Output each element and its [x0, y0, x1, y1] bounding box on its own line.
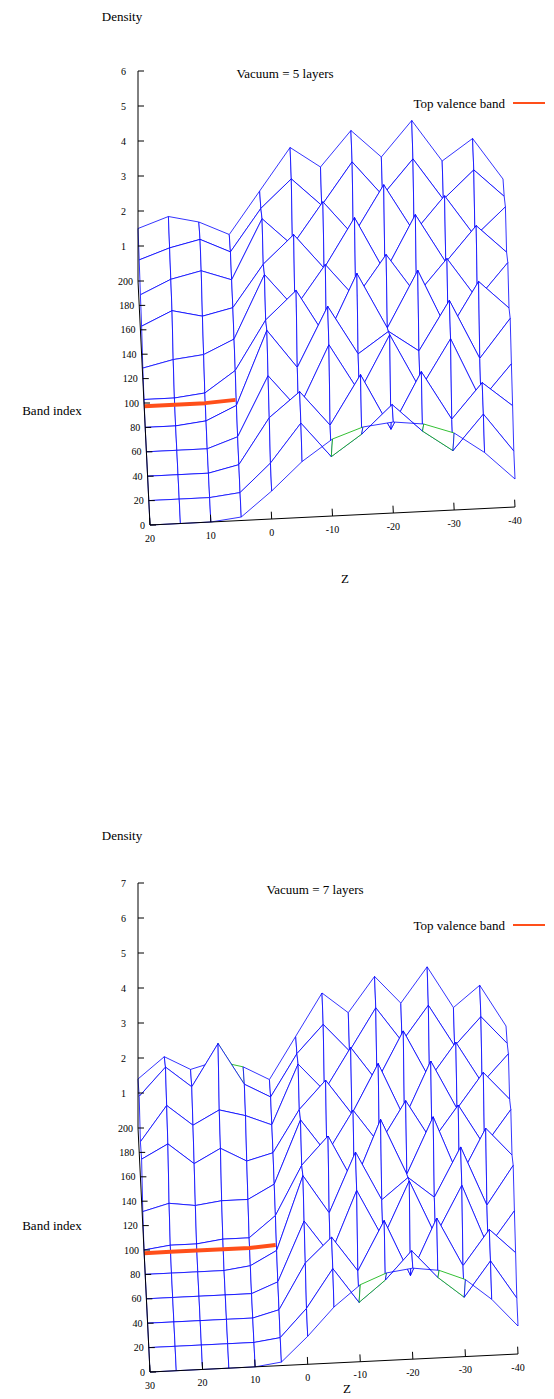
svg-text:4: 4: [121, 136, 126, 147]
svg-text:80: 80: [130, 1269, 140, 1280]
svg-text:180: 180: [119, 1147, 134, 1158]
svg-text:0: 0: [140, 520, 145, 531]
svg-text:80: 80: [130, 422, 140, 433]
svg-text:5: 5: [121, 948, 126, 959]
svg-text:Band index: Band index: [22, 403, 82, 418]
svg-text:100: 100: [124, 398, 139, 409]
svg-text:60: 60: [131, 1293, 141, 1304]
svg-text:40: 40: [133, 1318, 143, 1329]
svg-text:180: 180: [119, 300, 134, 311]
svg-text:-20: -20: [387, 521, 400, 532]
svg-text:0: 0: [305, 1372, 310, 1383]
svg-text:20: 20: [145, 533, 155, 544]
svg-text:-10: -10: [326, 524, 339, 535]
svg-text:-40: -40: [508, 515, 521, 526]
svg-text:30: 30: [145, 1380, 155, 1391]
svg-text:0: 0: [269, 527, 274, 538]
svg-text:140: 140: [122, 349, 137, 360]
svg-text:-40: -40: [511, 1362, 524, 1373]
svg-text:200: 200: [118, 1123, 133, 1134]
svg-text:6: 6: [121, 913, 126, 924]
svg-text:160: 160: [120, 1171, 135, 1182]
svg-text:Z: Z: [343, 1381, 351, 1396]
svg-text:160: 160: [120, 324, 135, 335]
svg-text:-20: -20: [406, 1367, 419, 1378]
svg-text:Density: Density: [102, 9, 143, 24]
svg-text:3: 3: [121, 171, 126, 182]
svg-text:6: 6: [121, 66, 126, 77]
svg-text:120: 120: [123, 373, 138, 384]
svg-text:2: 2: [121, 1053, 126, 1064]
svg-text:Z: Z: [341, 571, 349, 586]
svg-text:Top valence band: Top valence band: [414, 918, 506, 933]
svg-text:20: 20: [134, 1342, 144, 1353]
svg-text:140: 140: [122, 1196, 137, 1207]
svg-text:Density: Density: [102, 828, 143, 843]
svg-text:100: 100: [124, 1245, 139, 1256]
svg-text:200: 200: [118, 276, 133, 287]
svg-text:10: 10: [250, 1374, 260, 1385]
svg-text:Vacuum = 5 layers: Vacuum = 5 layers: [236, 66, 333, 81]
svg-text:-30: -30: [447, 518, 460, 529]
svg-text:10: 10: [206, 530, 216, 541]
svg-text:Vacuum = 7 layers: Vacuum = 7 layers: [266, 882, 363, 897]
svg-text:4: 4: [121, 983, 126, 994]
svg-text:Top valence band: Top valence band: [414, 96, 506, 111]
svg-text:1: 1: [121, 1088, 126, 1099]
svg-text:-10: -10: [354, 1369, 367, 1380]
svg-text:-30: -30: [459, 1364, 472, 1375]
svg-text:40: 40: [133, 471, 143, 482]
svg-text:Band index: Band index: [22, 1218, 82, 1233]
svg-text:2: 2: [121, 206, 126, 217]
svg-text:1: 1: [121, 241, 126, 252]
svg-text:20: 20: [198, 1377, 208, 1388]
svg-text:5: 5: [121, 101, 126, 112]
svg-text:60: 60: [131, 446, 141, 457]
svg-text:3: 3: [121, 1018, 126, 1029]
svg-text:120: 120: [123, 1220, 138, 1231]
svg-text:0: 0: [140, 1367, 145, 1378]
svg-text:20: 20: [134, 495, 144, 506]
svg-text:7: 7: [121, 878, 126, 889]
